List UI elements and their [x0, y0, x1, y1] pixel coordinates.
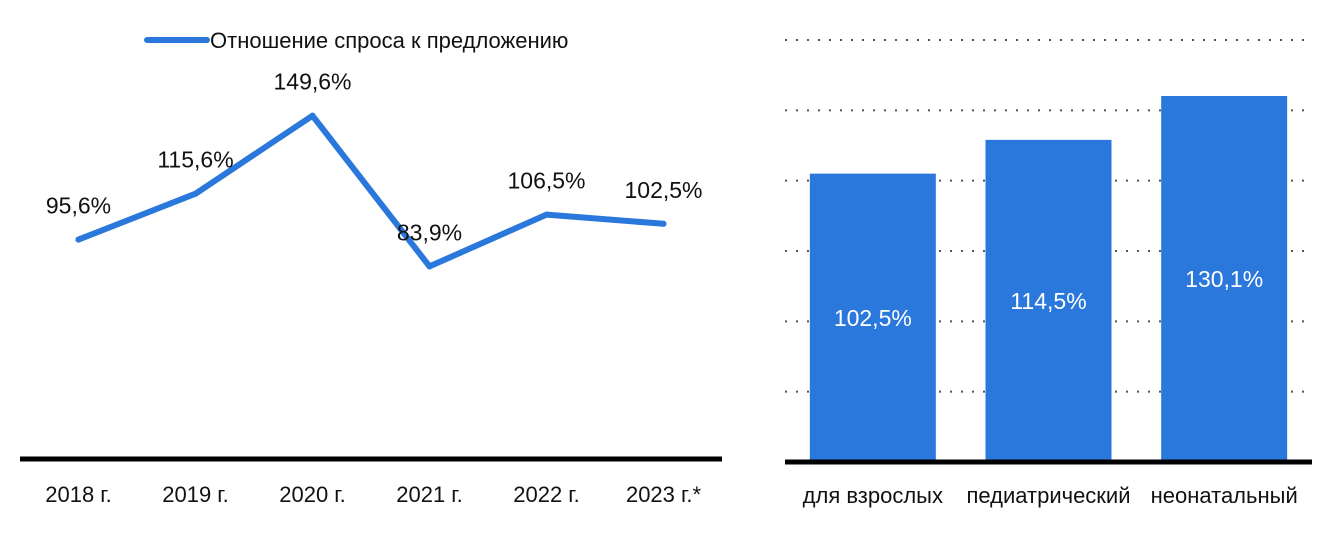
line-point-1 — [192, 190, 199, 197]
line-x-tick-label-0: 2018 г. — [45, 482, 112, 507]
line-x-tick-label-3: 2021 г. — [396, 482, 463, 507]
bar-x-tick-label-2: неонатальный — [1151, 483, 1298, 508]
bar-2 — [1161, 95, 1288, 462]
line-point-5 — [660, 220, 667, 227]
bar-x-tick-label-0: для взрослых — [803, 483, 943, 508]
line-x-tick-label-1: 2019 г. — [162, 482, 229, 507]
bar-data-label-2: 130,1% — [1185, 266, 1263, 292]
bar-0 — [809, 173, 936, 462]
line-data-label-4: 106,5% — [507, 168, 585, 194]
bar-x-tick-label-1: педиатрический — [966, 483, 1130, 508]
line-point-3 — [426, 263, 433, 270]
legend-label: Отношение спроса к предложению — [210, 28, 568, 53]
bar-1 — [985, 139, 1112, 462]
line-data-label-1: 115,6% — [157, 147, 233, 173]
line-x-tick-label-4: 2022 г. — [513, 482, 580, 507]
line-x-tick-label-5: 2023 г.* — [626, 482, 702, 507]
line-data-label-5: 102,5% — [624, 177, 702, 203]
line-series-path — [75, 112, 667, 270]
line-x-tick-label-2: 2020 г. — [279, 482, 346, 507]
line-data-label-0: 95,6% — [46, 193, 111, 219]
line-point-4 — [543, 211, 550, 218]
line-data-label-2: 149,6% — [273, 69, 351, 95]
bar-data-label-0: 102,5% — [834, 305, 912, 331]
bar-data-label-1: 114,5% — [1010, 288, 1086, 314]
line-data-label-3: 83,9% — [397, 219, 462, 245]
line-point-2 — [309, 112, 316, 119]
line-point-0 — [75, 236, 82, 243]
